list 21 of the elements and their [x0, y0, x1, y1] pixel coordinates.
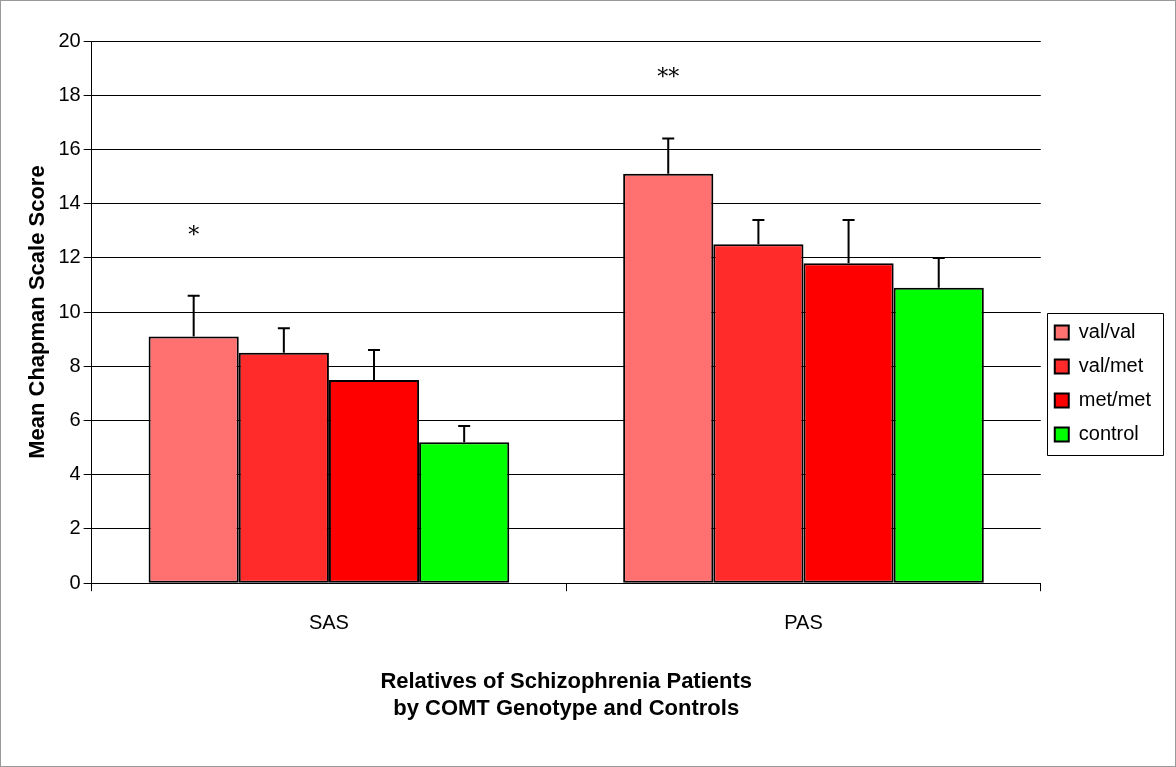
x-tick-label: PAS: [784, 610, 823, 633]
legend-label: val/met: [1078, 354, 1144, 377]
y-tick-label: 8: [69, 353, 81, 376]
y-tick-label: 12: [58, 245, 81, 268]
y-tick-label: 14: [58, 191, 81, 214]
annotation: *: [188, 221, 200, 247]
x-axis-title: Relatives of Schizophrenia Patients by COMT Genotype and Controls: [380, 668, 753, 720]
y-tick-label: 18: [58, 82, 81, 105]
y-axis-title: Mean Chapman Scale Score: [24, 165, 50, 459]
legend-label: control: [1078, 422, 1139, 445]
y-tick-label: 16: [58, 136, 81, 159]
y-tick-label: 0: [69, 570, 81, 593]
y-tick-label: 4: [69, 462, 81, 485]
x-tick-label: SAS: [308, 610, 349, 633]
legend-label: met/met: [1078, 388, 1152, 411]
y-tick-label: 10: [58, 299, 81, 322]
y-tick-label: 6: [69, 408, 81, 431]
y-tick-label: 2: [69, 516, 81, 539]
y-tick-label: 20: [58, 28, 81, 51]
legend-label: val/val: [1078, 320, 1136, 343]
annotation: **: [657, 64, 680, 90]
